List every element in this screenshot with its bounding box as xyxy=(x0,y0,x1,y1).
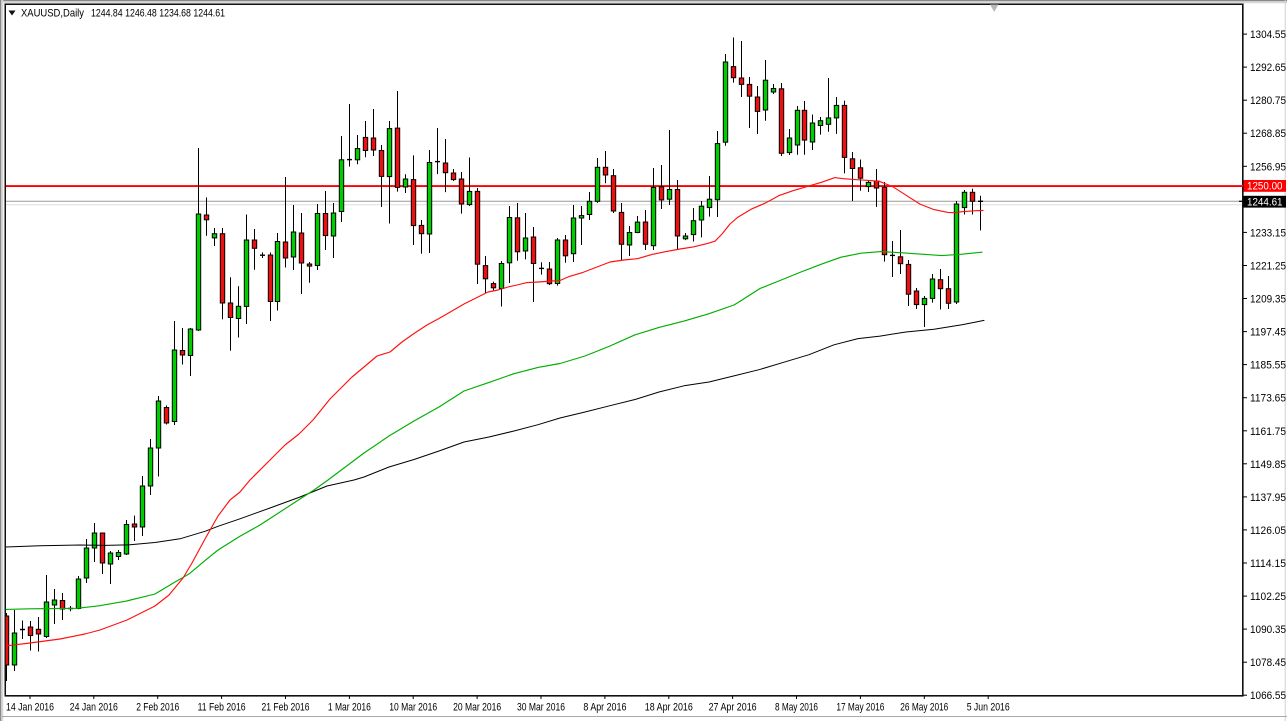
svg-text:10 Mar 2016: 10 Mar 2016 xyxy=(389,702,437,714)
svg-text:1102.25: 1102.25 xyxy=(1250,591,1286,603)
svg-text:1090.35: 1090.35 xyxy=(1250,624,1286,636)
svg-text:1149.85: 1149.85 xyxy=(1250,459,1286,471)
svg-text:1 Mar 2016: 1 Mar 2016 xyxy=(328,702,371,714)
svg-text:8 Apr 2016: 8 Apr 2016 xyxy=(583,702,626,714)
svg-text:18 Apr 2016: 18 Apr 2016 xyxy=(645,702,693,714)
svg-text:20 Mar 2016: 20 Mar 2016 xyxy=(453,702,501,714)
svg-text:1244.84 1246.48 1234.68 1244.6: 1244.84 1246.48 1234.68 1244.61 xyxy=(91,7,225,19)
svg-text:1185.55: 1185.55 xyxy=(1250,360,1286,372)
svg-text:14 Jan 2016: 14 Jan 2016 xyxy=(6,702,54,714)
svg-text:2 Feb 2016: 2 Feb 2016 xyxy=(136,702,179,714)
svg-text:27 Apr 2016: 27 Apr 2016 xyxy=(709,702,757,714)
svg-text:XAUUSD,Daily: XAUUSD,Daily xyxy=(21,7,84,19)
svg-text:21 Feb 2016: 21 Feb 2016 xyxy=(262,702,310,714)
svg-text:1137.95: 1137.95 xyxy=(1250,492,1286,504)
svg-text:1173.65: 1173.65 xyxy=(1250,393,1286,405)
svg-text:17 May 2016: 17 May 2016 xyxy=(836,702,884,714)
svg-text:1114.15: 1114.15 xyxy=(1250,558,1286,570)
svg-text:1268.85: 1268.85 xyxy=(1250,128,1286,140)
svg-text:1066.55: 1066.55 xyxy=(1250,690,1286,702)
svg-text:1250.00: 1250.00 xyxy=(1247,181,1283,193)
svg-text:1126.05: 1126.05 xyxy=(1250,525,1286,537)
svg-text:24 Jan 2016: 24 Jan 2016 xyxy=(70,702,118,714)
svg-text:1233.15: 1233.15 xyxy=(1250,227,1286,239)
svg-text:5 Jun 2016: 5 Jun 2016 xyxy=(967,702,1010,714)
svg-text:1304.55: 1304.55 xyxy=(1250,29,1286,41)
svg-text:1221.25: 1221.25 xyxy=(1250,261,1286,273)
svg-text:1256.95: 1256.95 xyxy=(1250,161,1286,173)
svg-text:26 May 2016: 26 May 2016 xyxy=(900,702,948,714)
svg-text:1209.35: 1209.35 xyxy=(1250,294,1286,306)
svg-text:1244.61: 1244.61 xyxy=(1247,197,1283,209)
svg-text:30 Mar 2016: 30 Mar 2016 xyxy=(517,702,565,714)
svg-text:11 Feb 2016: 11 Feb 2016 xyxy=(198,702,246,714)
svg-text:1280.75: 1280.75 xyxy=(1250,95,1286,107)
svg-text:8 May 2016: 8 May 2016 xyxy=(775,702,818,714)
svg-text:1197.45: 1197.45 xyxy=(1250,327,1286,339)
svg-text:1292.65: 1292.65 xyxy=(1250,62,1286,74)
svg-text:1161.75: 1161.75 xyxy=(1250,426,1286,438)
svg-text:1078.45: 1078.45 xyxy=(1250,657,1286,669)
